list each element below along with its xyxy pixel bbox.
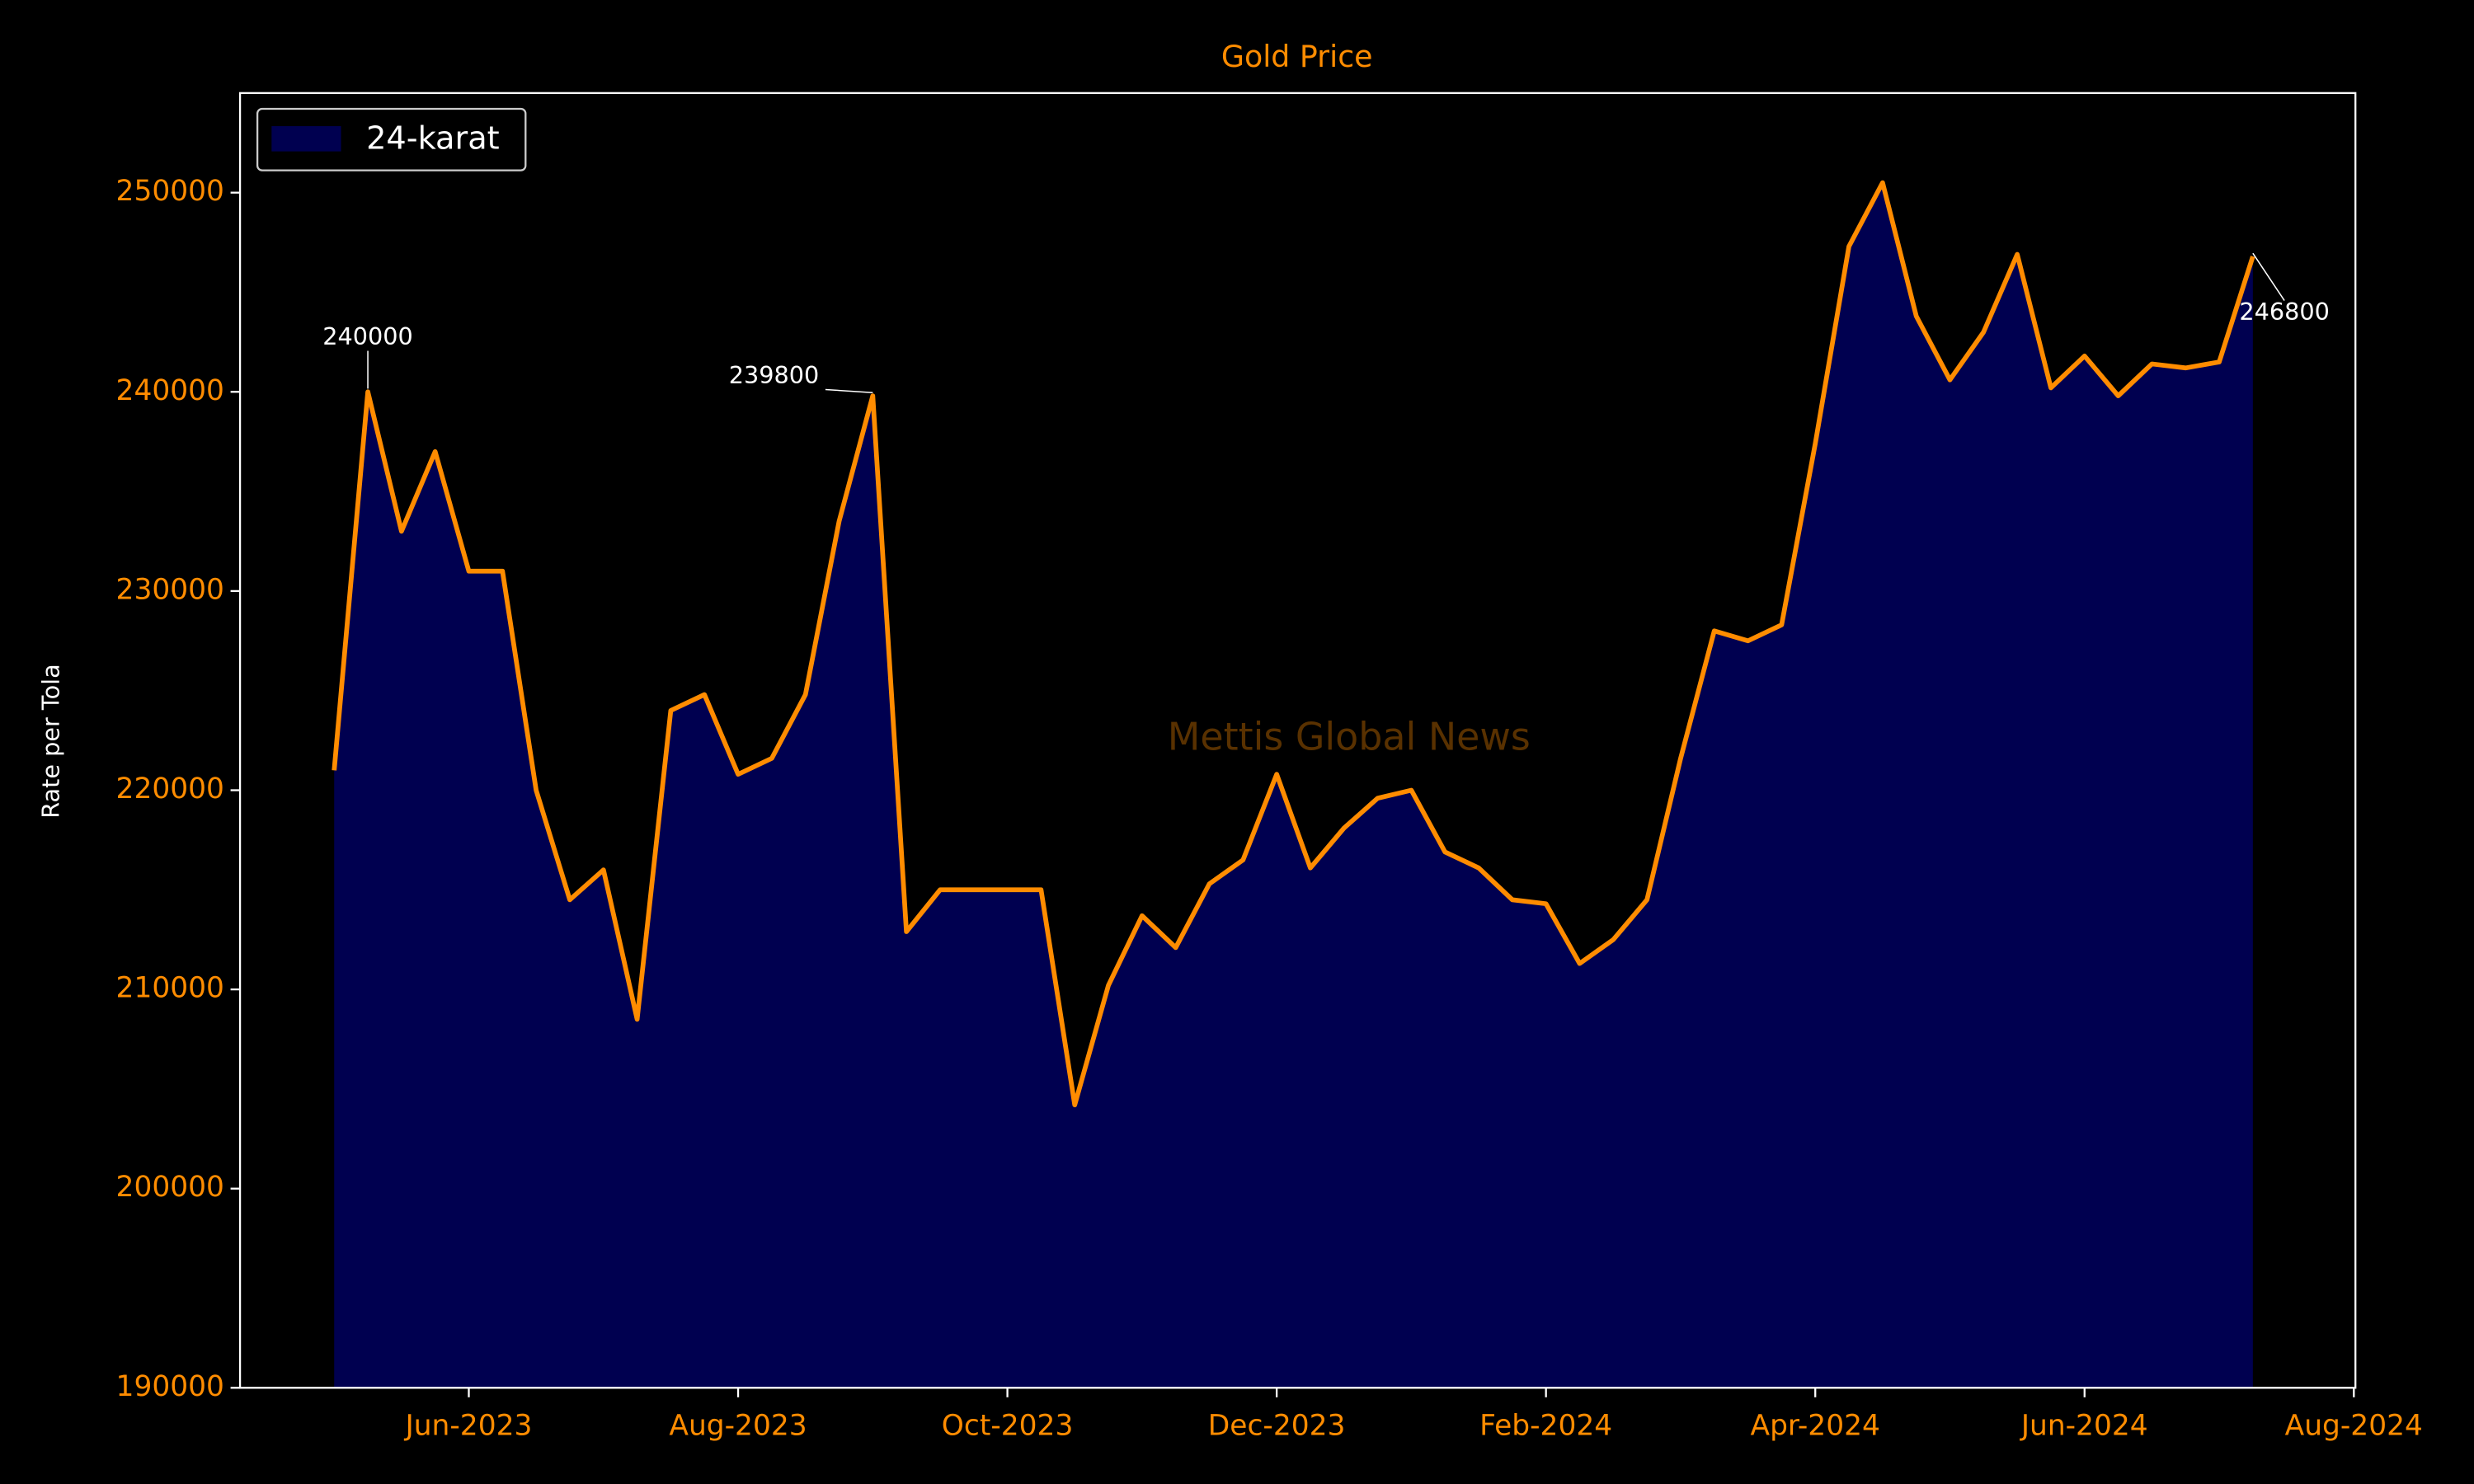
- x-tick-label: Aug-2024: [2285, 1410, 2423, 1443]
- legend-label: 24-karat: [366, 120, 500, 157]
- plot-frame: [238, 92, 2357, 1389]
- y-tick-label: 220000: [116, 773, 224, 805]
- y-tick-label: 240000: [116, 374, 224, 407]
- x-tick-label: Jun-2024: [2020, 1410, 2148, 1443]
- y-tick-label: 200000: [116, 1171, 224, 1204]
- x-tick-label: Oct-2023: [942, 1410, 1074, 1443]
- line: [332, 180, 2255, 1108]
- x-tick-label: Jun-2023: [404, 1410, 533, 1443]
- y-tick-label: 230000: [116, 573, 224, 606]
- x-tick-label: Aug-2023: [669, 1410, 807, 1443]
- legend-swatch: [271, 126, 341, 152]
- data-label: 239800: [729, 361, 820, 389]
- y-tick-label: 250000: [116, 175, 224, 208]
- y-tick-label: 190000: [116, 1370, 224, 1403]
- chart-title: Gold Price: [1221, 39, 1373, 74]
- annotation-leader: [2252, 252, 2285, 301]
- x-tick-label: Feb-2024: [1479, 1410, 1612, 1443]
- legend-box: [256, 107, 527, 171]
- y-axis-label: Rate per Tola: [36, 664, 64, 818]
- y-tick-label: 210000: [116, 972, 224, 1005]
- data-label: 246800: [2239, 298, 2330, 326]
- annotation-leader: [825, 388, 873, 394]
- x-tick-label: Dec-2023: [1208, 1410, 1346, 1443]
- data-label: 240000: [322, 322, 413, 350]
- area: [334, 182, 2253, 1388]
- x-tick-label: Apr-2024: [1751, 1410, 1880, 1443]
- watermark: Mettis Global News: [1168, 715, 1531, 759]
